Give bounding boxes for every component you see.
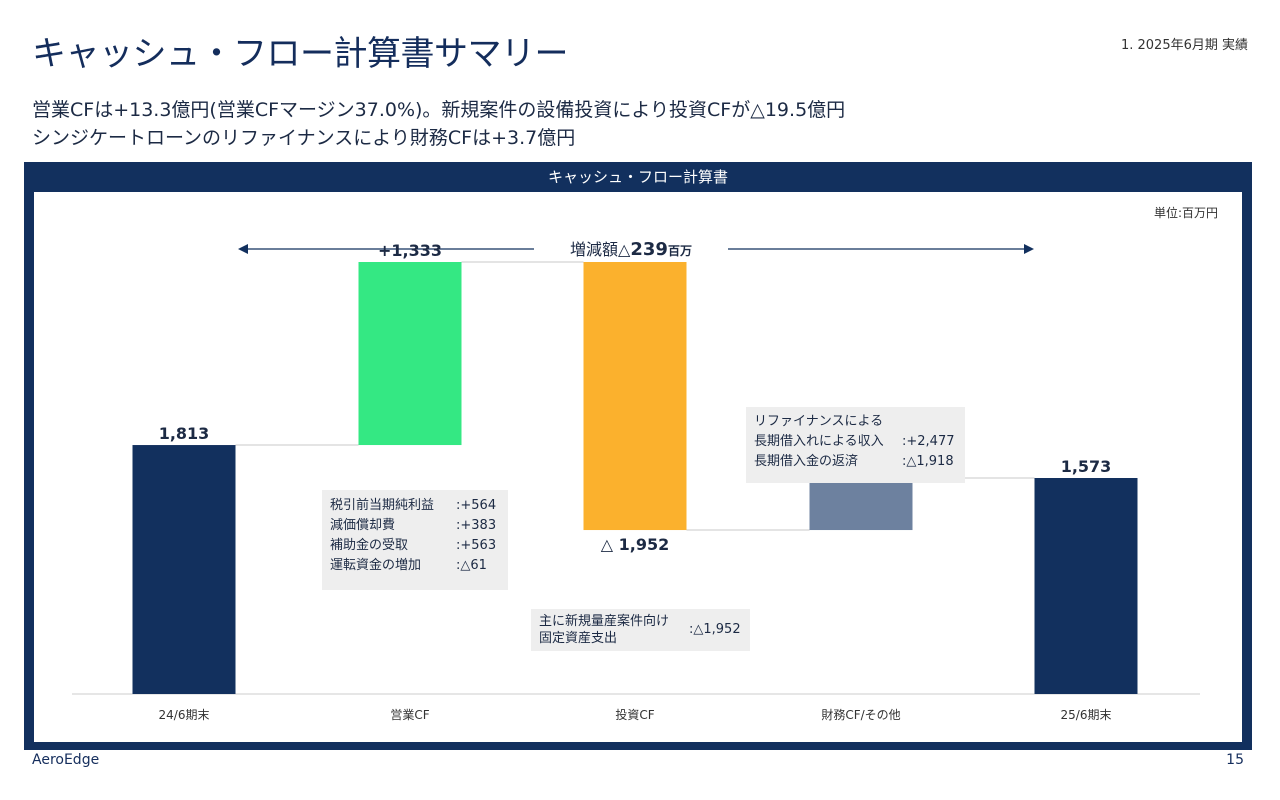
cashflow-panel-frame: キャッシュ・フロー計算書 単位:百万円 増減額△239百万 1,813 +1,33… [24, 162, 1252, 750]
note-row: 補助金の受取 :+563 [330, 536, 500, 556]
note-row: 長期借入金の返済 :△1,918 [754, 452, 957, 472]
category-label: 投資CF [615, 707, 654, 722]
arrow-left-icon [238, 244, 248, 254]
financing-cf-note: リファイナンスによる 長期借入れによる収入 :+2,477 長期借入金の返済 :△1… [746, 407, 965, 483]
note-value: :△1,918 [902, 454, 954, 469]
summary-text: 営業CFは+13.3億円(営業CFマージン37.0%)。新規案件の設備投資により… [32, 96, 845, 152]
note-label: 長期借入れによる収入 [754, 434, 884, 449]
summary-line-2: シンジケートローンのリファイナンスにより財務CFは+3.7億円 [32, 127, 576, 149]
change-value-text: 239 [630, 239, 668, 260]
category-label: 財務CF/その他 [821, 707, 900, 722]
period-label: 1. 2025年6月期 実績 [1120, 38, 1248, 53]
waterfall-chart: 増減額△239百万 1,813+1,333△ 1,952+3791,573 24… [72, 239, 1200, 722]
bar-2 [358, 262, 462, 446]
note-line: 固定資産支出 [539, 631, 618, 646]
note-value: :+563 [456, 538, 497, 553]
summary-line-1: 営業CFは+13.3億円(営業CFマージン37.0%)。新規案件の設備投資により… [32, 99, 846, 121]
change-arrow: 増減額△239百万 [238, 239, 1034, 260]
company-name: AeroEdge [32, 752, 100, 768]
note-text: 主に新規量産案件向け 固定資産支出 [539, 613, 689, 647]
arrow-right-icon [1024, 244, 1034, 254]
panel-title: キャッシュ・フロー計算書 [547, 168, 728, 186]
bar-3 [583, 262, 687, 531]
value-label: △ 1,952 [601, 535, 669, 554]
note-value: :+383 [456, 518, 497, 533]
operating-cf-note: 税引前当期純利益 :+564 減価償却費 :+383 補助金の受取 :+563 運転資… [322, 490, 508, 590]
note-value: :+564 [456, 498, 497, 513]
note-label: 減価償却費 [330, 518, 396, 533]
note-body: 主に新規量産案件向け 固定資産支出 :△1,952 [539, 611, 742, 649]
bar-1 [132, 445, 236, 694]
bars [132, 262, 1138, 694]
note-value: :△1,952 [689, 622, 741, 637]
value-label: 1,573 [1061, 457, 1112, 476]
note-value: :△61 [456, 558, 487, 573]
category-label: 営業CF [390, 708, 429, 722]
note-row: 減価償却費 :+383 [330, 516, 500, 536]
page-title: キャッシュ・フロー計算書サマリー [32, 34, 569, 74]
bar-4 [809, 478, 913, 531]
change-amount-label: 増減額△239百万 [570, 239, 692, 260]
note-label: 補助金の受取 [330, 538, 409, 553]
value-label: +1,333 [378, 241, 442, 260]
category-label: 25/6期末 [1061, 708, 1112, 722]
change-unit-text: 百万 [668, 244, 692, 258]
value-label: 1,813 [159, 424, 210, 443]
category-labels: 24/6期末 営業CF 投資CF 財務CF/その他 25/6期末 [159, 707, 1112, 722]
note-row: 運転資金の増加 :△61 [330, 556, 500, 576]
note-row: 税引前当期純利益 :+564 [330, 496, 500, 516]
unit-label: 単位:百万円 [1153, 206, 1218, 220]
note-label: 税引前当期純利益 [330, 498, 435, 513]
cashflow-panel: 単位:百万円 増減額△239百万 1,813+1,333△ 1,952+3791… [34, 192, 1242, 742]
note-heading: リファイナンスによる [754, 414, 884, 429]
note-row: 長期借入れによる収入 :+2,477 [754, 432, 957, 452]
note-label: 長期借入金の返済 [754, 454, 859, 469]
note-value: :+2,477 [902, 434, 955, 449]
investing-cf-note: 主に新規量産案件向け 固定資産支出 :△1,952 [531, 609, 750, 651]
change-label-text: 増減額△ [570, 240, 631, 259]
note-label: 運転資金の増加 [330, 558, 422, 573]
note-line: 主に新規量産案件向け [539, 614, 670, 629]
page-number: 15 [1226, 752, 1244, 768]
bar-5 [1034, 478, 1138, 694]
category-label: 24/6期末 [159, 708, 210, 722]
